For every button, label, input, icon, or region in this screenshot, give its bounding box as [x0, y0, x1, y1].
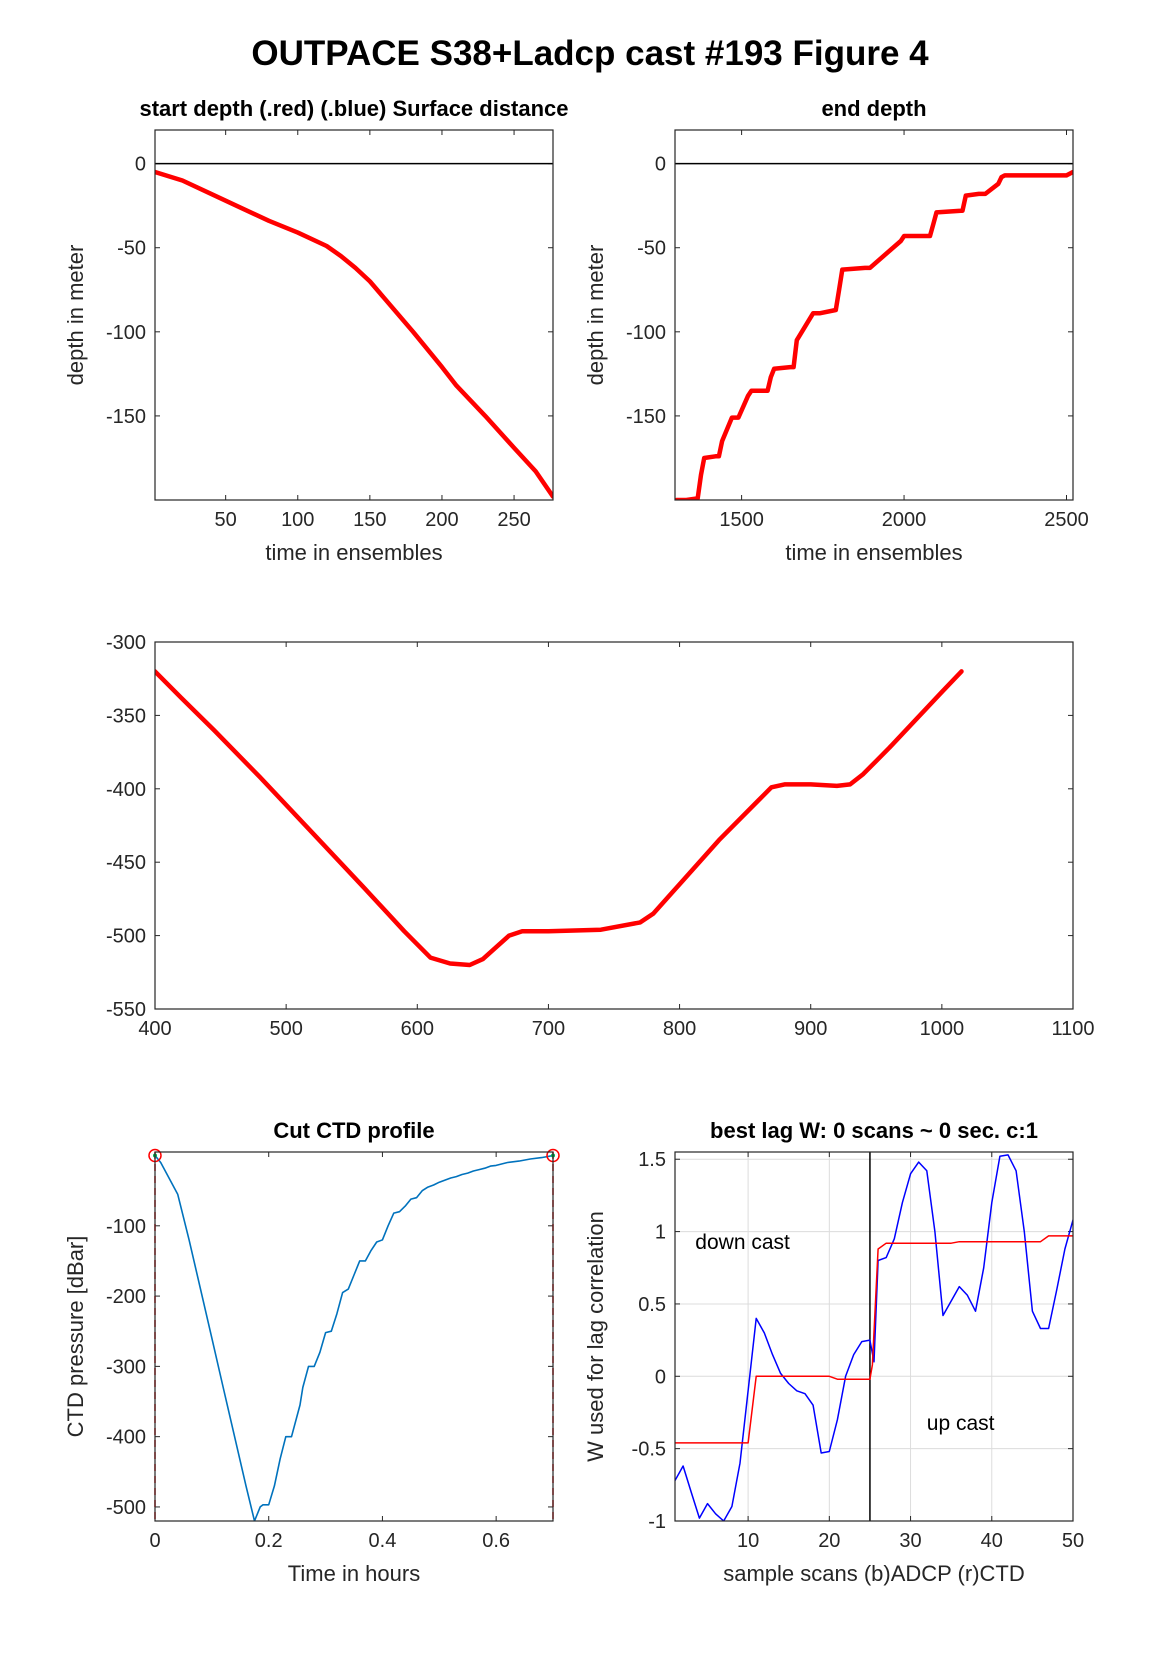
axes-box: [154, 641, 1074, 1010]
x-tick-label: 1100: [1051, 1018, 1094, 1040]
plot-title: start depth (.red) (.blue) Surface dista…: [139, 96, 568, 121]
y-tick-label: -450: [106, 852, 146, 874]
y-tick-label: -400: [106, 1427, 146, 1449]
x-axis-label: time in ensembles: [785, 540, 962, 565]
x-tick-label: 40: [981, 1530, 1003, 1552]
x-axis-label: sample scans (b)ADCP (r)CTD: [723, 1561, 1025, 1586]
annotation-label: down cast: [695, 1231, 790, 1254]
y-tick-label: -300: [106, 1356, 146, 1378]
y-tick-label: -50: [637, 238, 666, 260]
series-line-end-0: [675, 169, 1073, 500]
x-axis-label: Time in hours: [288, 1561, 420, 1586]
y-axis-label: depth in meter: [583, 245, 608, 386]
axes-box: [154, 1151, 554, 1522]
y-tick-label: -150: [626, 406, 666, 428]
axes-box: [674, 129, 1074, 501]
y-axis-label: depth in meter: [63, 245, 88, 386]
axes-box: [674, 1151, 1074, 1522]
y-axis-label: W used for lag correlation: [583, 1211, 608, 1462]
y-tick-label: 1: [655, 1222, 666, 1244]
y-tick-label: 1.5: [638, 1149, 666, 1171]
x-tick-label: 0.2: [255, 1530, 283, 1552]
x-tick-label: 150: [353, 509, 386, 531]
figure-title: OUTPACE S38+Ladcp cast #193 Figure 4: [251, 34, 929, 73]
x-tick-label: 200: [425, 509, 458, 531]
y-tick-label: -100: [106, 322, 146, 344]
series-line-start-0: [155, 169, 553, 499]
start-depth-chart: 50 100 150 200 250 0 -50 -100 -150 start depth (.…: [63, 96, 569, 565]
depth-chart: 400 500 600 700 800 900 1000 1100 -300 -350 -400 -4…: [106, 632, 1095, 1040]
x-tick-label: 20: [818, 1530, 840, 1552]
y-tick-label: -200: [106, 1286, 146, 1308]
series-group: [675, 1154, 1073, 1521]
series-line-adcp: [675, 1154, 1073, 1521]
series-group: [155, 669, 964, 968]
y-tick-label: -500: [106, 1497, 146, 1519]
lag-correlation-chart: 10 20 30 40 50 1.5 1 0.5 0 -0.5 -1 down cast up cast…: [583, 1118, 1084, 1586]
y-tick-label: -100: [106, 1216, 146, 1238]
x-tick-label: 250: [497, 509, 530, 531]
plot-title: best lag W: 0 scans ~ 0 sec. c:1: [710, 1118, 1038, 1143]
y-tick-label: 0: [655, 154, 666, 176]
y-tick-label: -350: [106, 705, 146, 727]
annotation-label: up cast: [927, 1412, 995, 1435]
end-depth-chart: 1500 2000 2500 0 -50 -100 -150 end depth time in…: [583, 96, 1089, 565]
x-tick-label: 400: [138, 1018, 171, 1040]
series-line-ctd-0: [155, 1154, 553, 1521]
y-tick-label: -150: [106, 406, 146, 428]
series-line-depth-0: [155, 669, 964, 968]
x-tick-label: 600: [401, 1018, 434, 1040]
x-tick-label: 0.4: [369, 1530, 397, 1552]
y-tick-label: -0.5: [632, 1439, 666, 1461]
y-axis-label: CTD pressure [dBar]: [63, 1236, 88, 1438]
x-tick-label: 50: [1062, 1530, 1084, 1552]
ctd-profile-chart: 0 0.2 0.4 0.6 -100 -200 -300 -400 -500 Cut CTD pr…: [63, 1118, 560, 1586]
x-tick-label: 1000: [920, 1018, 965, 1040]
x-axis-label: time in ensembles: [265, 540, 442, 565]
x-tick-label: 0.6: [482, 1530, 510, 1552]
x-tick-label: 500: [269, 1018, 302, 1040]
x-tick-label: 700: [532, 1018, 565, 1040]
y-tick-label: -400: [106, 779, 146, 801]
x-tick-label: 1500: [719, 509, 764, 531]
y-tick-label: -500: [106, 926, 146, 948]
y-tick-label: -300: [106, 632, 146, 654]
x-tick-label: 900: [794, 1018, 827, 1040]
x-tick-label: 2500: [1044, 509, 1089, 531]
series-group: [155, 169, 553, 499]
y-tick-label: 0.5: [638, 1294, 666, 1316]
x-tick-label: 30: [899, 1530, 921, 1552]
x-tick-label: 100: [281, 509, 314, 531]
y-tick-label: -100: [626, 322, 666, 344]
plot-title: Cut CTD profile: [273, 1118, 434, 1143]
y-tick-label: 0: [135, 154, 146, 176]
y-tick-label: -550: [106, 999, 146, 1021]
x-tick-label: 800: [663, 1018, 696, 1040]
x-tick-label: 2000: [882, 509, 927, 531]
x-tick-label: 50: [215, 509, 237, 531]
x-tick-label: 0: [149, 1530, 160, 1552]
y-tick-label: -50: [117, 238, 146, 260]
series-group: [155, 1154, 553, 1521]
series-line-ctd: [675, 1235, 1073, 1444]
series-group: [675, 169, 1073, 500]
x-tick-label: 10: [737, 1530, 759, 1552]
plot-title: end depth: [821, 96, 926, 121]
y-tick-label: 0: [655, 1366, 666, 1388]
y-tick-label: -1: [648, 1511, 666, 1533]
axes-box: [154, 129, 554, 501]
